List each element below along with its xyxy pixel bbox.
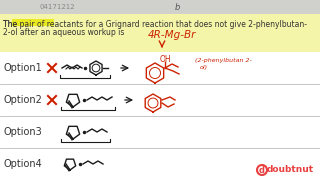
Text: Option3: Option3 — [3, 127, 42, 137]
Text: Option2: Option2 — [3, 95, 42, 105]
Text: The: The — [3, 20, 20, 29]
Text: ol): ol) — [200, 65, 208, 70]
Text: b: b — [175, 3, 180, 12]
Text: The pair of reactants for a Grignard reaction that does not give 2-phenylbutan-: The pair of reactants for a Grignard rea… — [3, 20, 307, 29]
Text: 2-ol after an aqueous workup is: 2-ol after an aqueous workup is — [3, 28, 124, 37]
Bar — [0, 52, 320, 180]
Text: (2-phenylbutan 2-: (2-phenylbutan 2- — [195, 58, 252, 63]
Bar — [0, 0, 320, 14]
Text: 04171212: 04171212 — [40, 4, 76, 10]
Text: doubtnut: doubtnut — [267, 165, 314, 174]
Bar — [0, 14, 320, 52]
Text: 4R-Mg-Br: 4R-Mg-Br — [148, 30, 196, 40]
Text: Option1: Option1 — [3, 63, 42, 73]
Text: Option4: Option4 — [3, 159, 42, 169]
Text: d: d — [259, 166, 265, 175]
Bar — [12, 19, 54, 26]
Text: OH: OH — [160, 55, 172, 64]
